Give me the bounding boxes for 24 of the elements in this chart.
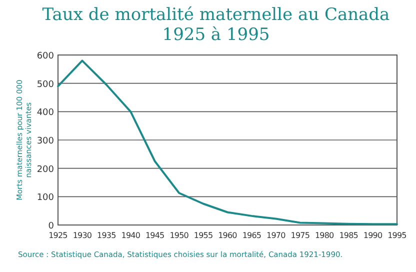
y-tick-label: 0 <box>48 222 54 232</box>
x-tick-label: 1980 <box>314 231 334 240</box>
x-tick-label: 1995 <box>388 231 407 240</box>
x-tick-label: 1930 <box>72 231 92 240</box>
line-series <box>57 60 398 226</box>
x-tick-label: 1990 <box>363 231 382 240</box>
x-tick-label: 1970 <box>266 231 286 240</box>
x-tick-label: 1985 <box>339 231 358 240</box>
x-tick-label: 1965 <box>242 231 262 240</box>
x-tick-label: 1925 <box>48 231 68 240</box>
y-tick-label: 100 <box>36 193 54 204</box>
y-tick-label: 300 <box>36 136 54 146</box>
y-tick-label: 500 <box>36 80 54 90</box>
x-tick-label: 1950 <box>170 231 189 240</box>
y-tick-label: 200 <box>36 164 54 175</box>
chart-title: Taux de mortalité maternelle au Canada 1925 à 1995 <box>42 5 390 45</box>
x-tick-label: 1940 <box>121 231 140 240</box>
x-tick-label: 1935 <box>97 231 116 240</box>
y-tick-label: 400 <box>36 108 54 118</box>
x-tick-label: 1945 <box>145 231 165 240</box>
x-tick-label: 1955 <box>194 231 213 240</box>
x-tick-label: 1960 <box>218 231 238 240</box>
x-tick-label: 1975 <box>290 231 310 240</box>
y-tick-label: 600 <box>36 52 54 62</box>
